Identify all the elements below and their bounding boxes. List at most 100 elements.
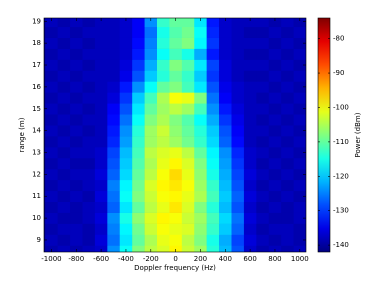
heat-cell	[57, 179, 71, 192]
heat-cell	[70, 18, 83, 28]
y-tick-label: 10	[32, 214, 41, 222]
heat-cell	[144, 168, 158, 181]
heat-cell	[206, 26, 220, 38]
heat-cell	[194, 179, 207, 192]
heat-cell	[82, 147, 96, 159]
heat-cell	[169, 59, 183, 71]
heat-cell	[181, 26, 195, 38]
heat-cell	[293, 245, 306, 252]
heat-cell	[119, 147, 133, 159]
heat-cell	[268, 136, 282, 148]
heat-cell	[82, 92, 96, 104]
heat-cell	[94, 70, 108, 82]
heat-cell	[144, 136, 158, 148]
x-tick-label: -200	[143, 255, 159, 263]
heat-cell	[169, 245, 183, 252]
heat-cell	[94, 114, 108, 126]
heat-cell	[231, 190, 245, 203]
heat-cell	[144, 234, 158, 246]
heat-cell	[243, 223, 257, 235]
heat-cell	[132, 234, 145, 246]
heat-cell	[243, 48, 257, 60]
heat-cell	[206, 125, 220, 137]
heat-cell	[219, 234, 232, 246]
y-tick-label: 12	[32, 170, 41, 178]
heat-cell	[57, 26, 71, 38]
heat-cell	[256, 190, 270, 203]
heat-cell	[144, 59, 158, 71]
heat-cell	[156, 92, 170, 104]
heat-cell	[45, 190, 58, 203]
heat-cell	[293, 147, 306, 159]
heat-cell	[132, 168, 145, 181]
heat-cell	[231, 81, 245, 93]
heat-cell	[181, 157, 195, 170]
heat-cell	[132, 212, 145, 224]
heat-cell	[293, 37, 306, 49]
heat-cell	[119, 136, 133, 148]
heat-cell	[194, 147, 207, 159]
heat-cell	[219, 37, 232, 49]
heat-cell	[169, 26, 183, 38]
heat-cell	[293, 18, 306, 28]
heat-cell	[144, 212, 158, 224]
heat-cell	[82, 136, 96, 148]
heat-cell	[94, 48, 108, 60]
heat-cell	[132, 147, 145, 159]
heat-cell	[219, 147, 232, 159]
heat-cell	[45, 245, 58, 252]
heat-cell	[119, 179, 133, 192]
heat-cell	[268, 212, 282, 224]
heat-cell	[45, 223, 58, 235]
heat-cell	[256, 245, 270, 252]
heat-cell	[256, 37, 270, 49]
heat-cell	[181, 103, 195, 115]
heat-cell	[119, 81, 133, 93]
heat-cell	[45, 18, 58, 28]
y-tick-label: 16	[32, 83, 41, 91]
heat-cell	[194, 201, 207, 213]
heat-cell	[281, 81, 294, 93]
heat-cell	[219, 212, 232, 224]
heat-cell	[206, 190, 220, 203]
heat-cell	[281, 59, 294, 71]
heat-cell	[243, 157, 257, 170]
heat-cell	[132, 114, 145, 126]
heat-cell	[231, 223, 245, 235]
heat-cell	[169, 48, 183, 60]
heat-cell	[206, 70, 220, 82]
heat-cell	[82, 179, 96, 192]
heat-cell	[132, 190, 145, 203]
heat-cell	[243, 59, 257, 71]
heat-cell	[70, 114, 83, 126]
heat-cell	[194, 37, 207, 49]
heat-cell	[243, 234, 257, 246]
heat-cell	[132, 201, 145, 213]
heat-cell	[70, 147, 83, 159]
heat-cell	[45, 114, 58, 126]
heat-cell	[119, 223, 133, 235]
heat-cell	[107, 26, 121, 38]
heat-cell	[169, 190, 183, 203]
heat-cell	[156, 59, 170, 71]
heat-cell	[268, 18, 282, 28]
heat-cell	[107, 190, 121, 203]
heat-cell	[107, 147, 121, 159]
heat-cell	[243, 125, 257, 137]
heat-cell	[132, 136, 145, 148]
heat-cell	[107, 37, 121, 49]
heat-cell	[206, 37, 220, 49]
heat-cell	[169, 201, 183, 213]
heat-cell	[57, 201, 71, 213]
heat-cell	[119, 114, 133, 126]
heat-cell	[119, 201, 133, 213]
heat-cell	[194, 92, 207, 104]
heat-cell	[281, 103, 294, 115]
heat-cell	[268, 103, 282, 115]
heat-cell	[94, 18, 108, 28]
heat-cell	[57, 114, 71, 126]
heat-cell	[293, 168, 306, 181]
heat-cell	[281, 223, 294, 235]
heat-cell	[94, 81, 108, 93]
heat-cell	[256, 212, 270, 224]
